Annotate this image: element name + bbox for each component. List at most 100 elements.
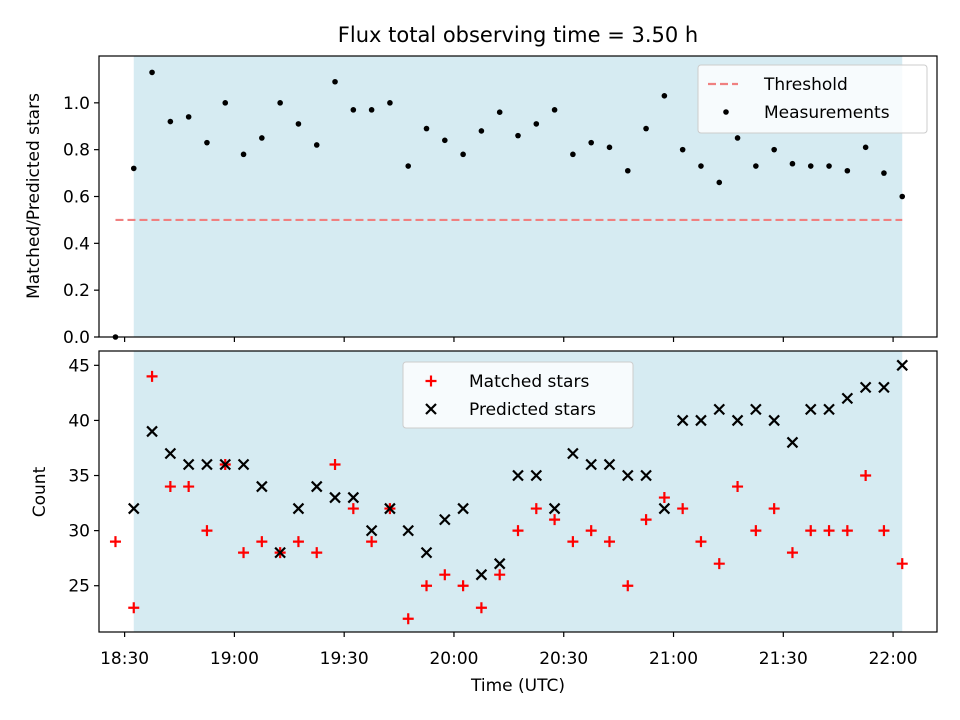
measurementspoint [570,151,576,158]
measurementspoint [460,151,466,158]
predicted-starspoint [841,392,854,405]
matched-starspoint [896,558,908,570]
matched-starspoint [768,503,780,515]
predicted-starspoint [475,568,488,581]
predicted-starspoint [182,458,195,471]
predicted-starspoint [146,425,158,438]
measurementspoint [661,93,668,99]
predicted-starspoint [127,502,140,515]
predicted-starspoint [640,469,652,482]
predicted-starspoint [365,524,378,537]
predicted-starspoint [420,546,433,559]
measurementspoint [313,142,320,148]
matched-starspoint [585,525,597,537]
matched-starspoint [695,536,707,548]
y-tick-label: 0.0 [63,328,90,348]
predicted-starspoint [201,458,213,471]
x-tick-label: 22:00 [869,649,918,669]
predicted-starspoint [164,447,177,460]
predicted-starspoint [530,469,543,482]
predicted-starspoint [695,414,707,427]
predicted-starspoint [896,359,909,372]
predicted-starspoint [878,381,890,394]
matched-starspoint [164,481,176,493]
matched-starspoint [713,558,725,570]
x-axis: 18:30 19:00 19:30 20:00 20:30 21:00 21:30 22:00 [100,649,917,669]
measurementspoint [698,163,704,169]
predicted-starspoint [274,546,286,559]
matched-starspoint [622,580,634,592]
matched-starspoint [823,525,835,537]
y-tick-label: 35 [68,467,90,487]
count-legend: Matched stars Predicted stars [402,361,634,429]
matched-starspoint [292,536,304,548]
matched-starspoint [677,503,689,515]
count-y-axis-label: Count [30,466,50,517]
ratio-legend: Threshold Measurements [697,64,928,134]
matched-starspoint [841,525,853,537]
y-tick-label: 0.8 [63,141,90,161]
predicted-starspoint [237,458,250,471]
matched-starspoint [512,525,524,537]
matched-starspoint [658,492,670,504]
matched-starspoint [494,569,506,581]
predicted-starspoint [493,557,506,570]
predicted-starspoint [457,502,469,515]
predicted-starspoint [750,403,762,416]
measurementspoint [350,107,357,113]
measurementspoint [496,109,503,115]
predicted-starspoint [731,414,744,427]
matched-starspoint [311,547,323,559]
measurementspoint [624,167,631,174]
x-tick-label: 18:30 [100,649,149,669]
y-tick-label: 0.6 [63,188,90,208]
measurementspoint [826,163,832,169]
matched-starspoint [805,525,817,537]
legend-label: Predicted stars [469,400,596,420]
measurementspoint [478,128,485,134]
predicted-starspoint [292,502,305,515]
measurementspoint [643,125,649,132]
matched-starspoint [640,514,652,526]
legend-label: Measurements [764,103,890,123]
y-tick-label: 0.4 [63,234,90,254]
measurementspoint [771,146,777,153]
legend-box [402,361,634,429]
measurementspoint [753,163,759,169]
predicted-starspoint [658,502,671,515]
matched-starspoint [329,459,341,471]
matched-starspoint [256,536,268,548]
matched-starspoint [201,525,213,537]
measurementspoint [881,170,887,176]
measurementspoint [240,151,247,158]
matched-starspoint [402,613,414,625]
legend-dot-swatch [723,109,729,115]
matched-starspoint [549,514,561,526]
measurementspoint [716,179,723,186]
x-tick-label: 21:00 [649,649,698,669]
y-tick-label: 40 [68,411,90,431]
y-tick-label: 0.2 [63,281,90,301]
y-tick-label: 45 [68,356,90,376]
predicted-starspoint [786,436,799,449]
predicted-starspoint [567,447,579,460]
measurementspoint [405,163,412,169]
predicted-starspoint [310,480,323,493]
chart-title: Flux total observing time = 3.50 h [338,23,698,47]
predicted-starspoint [347,491,360,504]
matched-starspoint [183,481,195,493]
x-tick-label: 20:30 [539,649,588,669]
legend-label: Threshold [763,75,848,95]
measurementspoint [149,69,155,76]
x-tick-label: 19:30 [320,649,369,669]
measurementspoint [734,135,741,141]
predicted-starspoint [622,469,634,482]
predicted-starspoint [676,414,689,427]
measurementspoint [259,135,265,141]
x-tick-label: 21:30 [759,649,808,669]
matched-starspoint [878,525,890,537]
predicted-starspoint [384,502,396,515]
measurementspoint [167,118,174,125]
measurementspoint [679,146,686,153]
